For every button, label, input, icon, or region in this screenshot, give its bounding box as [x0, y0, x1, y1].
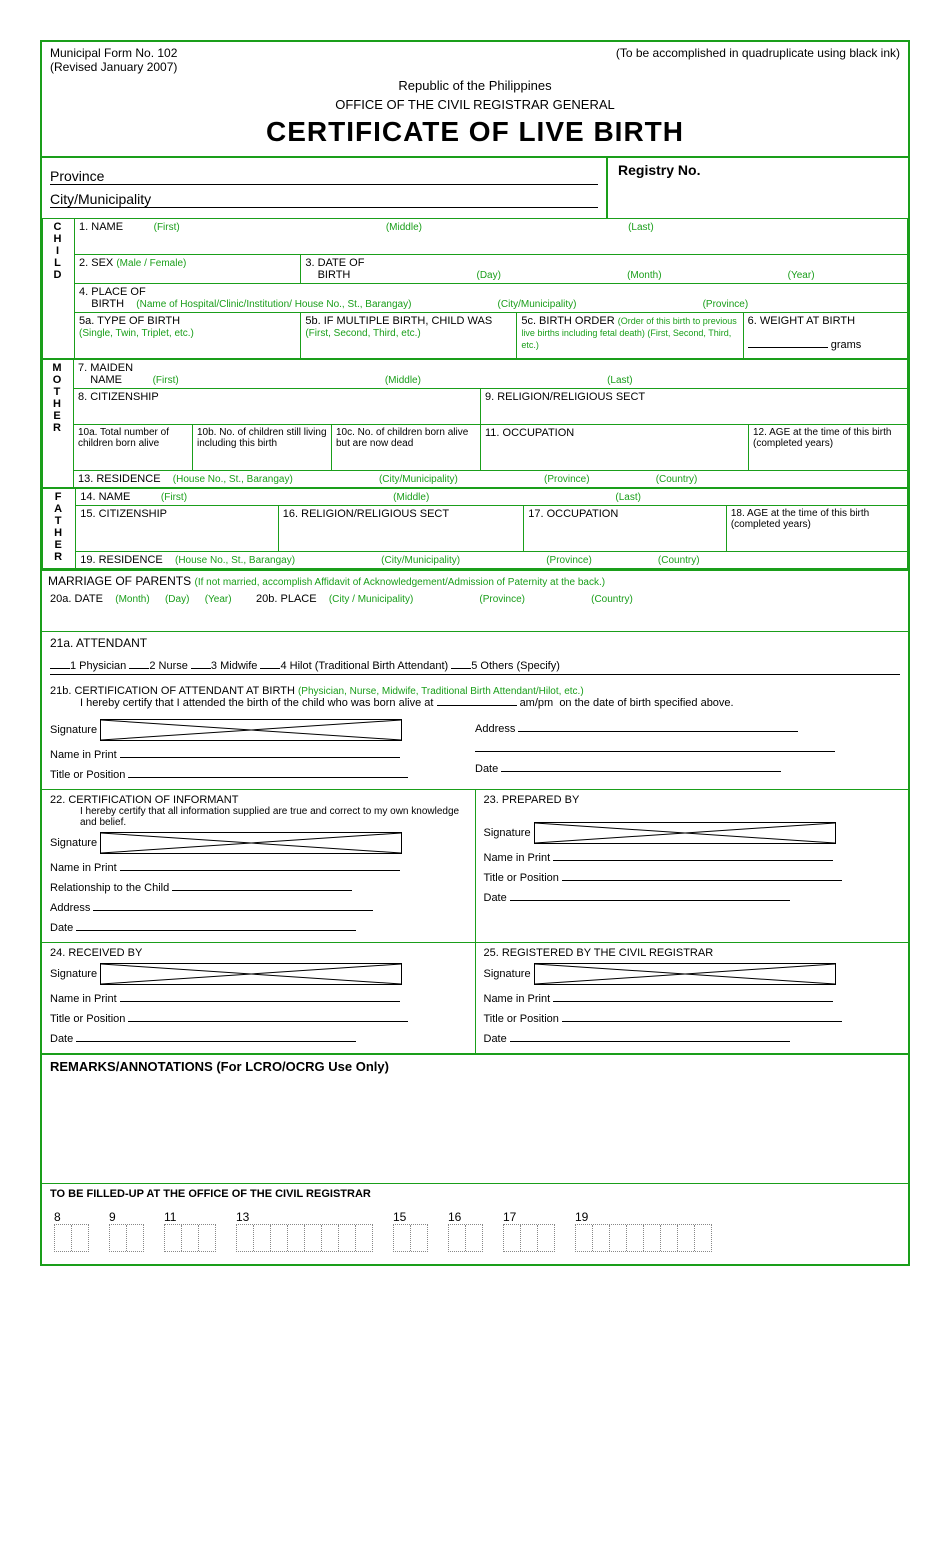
- f14-label: 14. NAME: [80, 491, 130, 503]
- child-side-label: CHILD: [43, 219, 75, 359]
- registry-row: Province City/Municipality Registry No.: [42, 156, 908, 218]
- f18-label[interactable]: 18. AGE at the time of this birth (compl…: [726, 506, 907, 552]
- f22-label: 22. CERTIFICATION OF INFORMANT: [50, 794, 467, 806]
- province-label[interactable]: Province: [50, 168, 598, 185]
- f23-label: 23. PREPARED BY: [484, 794, 901, 806]
- grams-label: grams: [831, 339, 862, 351]
- f24-label: 24. RECEIVED BY: [50, 947, 467, 959]
- revised-date: (Revised January 2007): [50, 60, 177, 74]
- registry-no-label[interactable]: Registry No.: [608, 158, 908, 218]
- city-label[interactable]: City/Municipality: [50, 191, 598, 208]
- f13-label: 13. RESIDENCE: [78, 473, 161, 485]
- father-section: FATHER 14. NAME (First) (Middle) (Last) …: [42, 488, 908, 569]
- f6-label: 6. WEIGHT AT BIRTH: [748, 315, 855, 327]
- signature-box-25[interactable]: [534, 963, 836, 985]
- father-side-label: FATHER: [43, 489, 76, 569]
- signature-box-22[interactable]: [100, 832, 402, 854]
- f12-label[interactable]: 12. AGE at the time of this birth (compl…: [749, 425, 908, 471]
- header-row: Municipal Form No. 102 (Revised January …: [42, 42, 908, 74]
- f5b-sub: (First, Second, Third, etc.): [305, 328, 420, 339]
- republic: Republic of the Philippines: [42, 78, 908, 93]
- f9-label[interactable]: 9. RELIGION/RELIGIOUS SECT: [481, 389, 908, 425]
- mother-section: MOTHER 7. MAIDEN NAME (First) (Middle) (…: [42, 359, 908, 488]
- f5c-label: 5c. BIRTH ORDER: [521, 315, 614, 327]
- child-section: CHILD 1. NAME (First) (Middle) (Last) 2.…: [42, 218, 908, 359]
- f15-label[interactable]: 15. CITIZENSHIP: [76, 506, 279, 552]
- f2-label: 2. SEX: [79, 257, 113, 269]
- remarks-section[interactable]: REMARKS/ANNOTATIONS (For LCRO/OCRG Use O…: [42, 1053, 908, 1183]
- marriage-header: MARRIAGE OF PARENTS (If not married, acc…: [42, 569, 908, 591]
- row-24-25: 24. RECEIVED BY Signature Name in Print …: [42, 942, 908, 1053]
- signature-box-23[interactable]: [534, 822, 836, 844]
- f25-label: 25. REGISTERED BY THE CIVIL REGISTRAR: [484, 947, 901, 959]
- first-sub: (First): [154, 222, 180, 233]
- f7-label: 7. MAIDEN NAME: [78, 362, 133, 386]
- f19-label: 19. RESIDENCE: [80, 554, 163, 566]
- f16-label[interactable]: 16. RELIGION/RELIGIOUS SECT: [278, 506, 523, 552]
- f4-sub: (Name of Hospital/Clinic/Institution/ Ho…: [136, 299, 411, 310]
- code-boxes-row[interactable]: 8 9 11 13 15 16 17 19: [42, 1204, 908, 1264]
- mother-side-label: MOTHER: [43, 360, 74, 488]
- form-container: Municipal Form No. 102 (Revised January …: [40, 40, 910, 1266]
- row-22-23: 22. CERTIFICATION OF INFORMANT I hereby …: [42, 789, 908, 942]
- quad-note: (To be accomplished in quadruplicate usi…: [616, 46, 900, 74]
- cert-attendant: 21b. CERTIFICATION OF ATTENDANT AT BIRTH…: [42, 685, 908, 789]
- f17-label[interactable]: 17. OCCUPATION: [524, 506, 727, 552]
- f10b-label[interactable]: 10b. No. of children still living includ…: [193, 425, 332, 471]
- f5a-label: 5a. TYPE OF BIRTH: [79, 315, 180, 327]
- attendant-options[interactable]: 1 Physician 2 Nurse 3 Midwife 4 Hilot (T…: [50, 660, 900, 675]
- prov-sub: (Province): [703, 299, 749, 310]
- middle-sub: (Middle): [386, 222, 422, 233]
- title: CERTIFICATE OF LIVE BIRTH: [42, 112, 908, 156]
- marriage-row[interactable]: 20a. DATE (Month) (Day) (Year) 20b. PLAC…: [42, 591, 908, 632]
- f10c-label[interactable]: 10c. No. of children born alive but are …: [332, 425, 481, 471]
- citymuni-sub: (City/Municipality): [498, 299, 577, 310]
- f10a-label[interactable]: 10a. Total number of children born alive: [74, 425, 193, 471]
- signature-box-24[interactable]: [100, 963, 402, 985]
- f11-label[interactable]: 11. OCCUPATION: [481, 425, 749, 471]
- year-sub: (Year): [788, 270, 815, 281]
- form-number: Municipal Form No. 102: [50, 46, 177, 60]
- office: OFFICE OF THE CIVIL REGISTRAR GENERAL: [42, 97, 908, 112]
- f2-sub: (Male / Female): [116, 258, 186, 269]
- day-sub: (Day): [477, 270, 501, 281]
- f5a-sub: (Single, Twin, Triplet, etc.): [79, 328, 194, 339]
- f5b-label: 5b. IF MULTIPLE BIRTH, CHILD WAS: [305, 315, 492, 327]
- f8-label[interactable]: 8. CITIZENSHIP: [74, 389, 481, 425]
- fill-up-label: TO BE FILLED-UP AT THE OFFICE OF THE CIV…: [42, 1183, 908, 1204]
- f1-label: 1. NAME: [79, 221, 123, 233]
- attendant-section: 21a. ATTENDANT 1 Physician 2 Nurse 3 Mid…: [42, 632, 908, 685]
- last-sub: (Last): [628, 222, 654, 233]
- f3-label: 3. DATE OF BIRTH: [305, 257, 364, 281]
- signature-box[interactable]: [100, 719, 402, 741]
- month-sub: (Month): [627, 270, 661, 281]
